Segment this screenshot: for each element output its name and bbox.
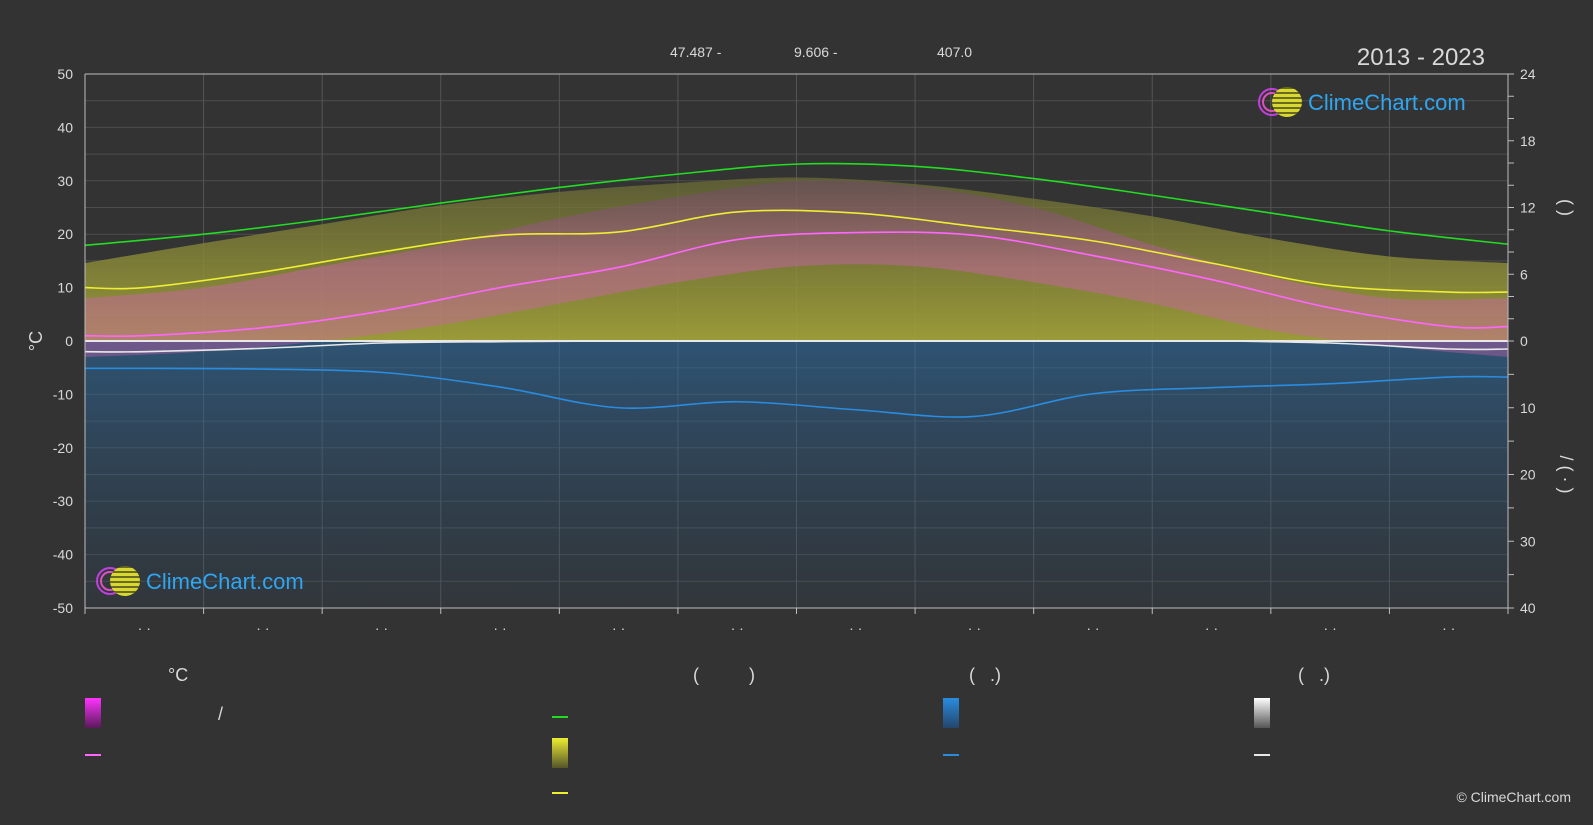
legend-swatch-avg-rain bbox=[943, 754, 959, 756]
left-tick-label: 30 bbox=[57, 173, 73, 189]
legend-swatch-sunshine-range bbox=[552, 738, 568, 768]
legend-swatch-sunshine bbox=[552, 792, 568, 794]
right-axis-label-hours: ( ) bbox=[1556, 199, 1576, 216]
latitude-label: 47.487 - bbox=[670, 44, 722, 60]
climechart-logo-bottom[interactable]: ClimeChart.com bbox=[96, 565, 304, 599]
avg-temperature-line bbox=[84, 231, 1509, 338]
x-tick-label: · · bbox=[731, 620, 744, 636]
elevation-label: 407.0 bbox=[937, 44, 973, 60]
x-tick-label: · · bbox=[493, 620, 506, 636]
legend-swatch-snow bbox=[1254, 698, 1270, 728]
x-tick-label: · · bbox=[1205, 620, 1218, 636]
right-tick-label-mm: 10 bbox=[1520, 400, 1536, 416]
legend-label-temp-range: / bbox=[218, 704, 224, 724]
climechart-logo-top[interactable]: ClimeChart.com bbox=[1258, 86, 1466, 120]
legend-heading-temperature: °C bbox=[168, 665, 189, 685]
logo-icon bbox=[1258, 86, 1302, 120]
period-label: 2013 - 2023 bbox=[1356, 44, 1485, 71]
longitude-label: 9.606 - bbox=[794, 44, 838, 60]
right-tick-label-hours: 12 bbox=[1520, 200, 1536, 216]
left-axis-label: °C bbox=[26, 331, 46, 351]
x-tick-label: · · bbox=[1442, 620, 1455, 636]
x-tick-label: · · bbox=[1086, 620, 1099, 636]
left-tick-label: 50 bbox=[57, 66, 73, 82]
x-tick-label: · · bbox=[968, 620, 981, 636]
left-tick-label: -50 bbox=[53, 600, 73, 616]
left-tick-label: 0 bbox=[65, 333, 73, 349]
logo-text: ClimeChart.com bbox=[1308, 90, 1466, 115]
copyright: © ClimeChart.com bbox=[1456, 789, 1571, 805]
left-tick-label: -40 bbox=[53, 547, 73, 563]
data-lines bbox=[84, 162, 1509, 418]
legend-swatch-avg-snow bbox=[1254, 754, 1270, 756]
temperature-range-band bbox=[85, 180, 1508, 358]
avg-rainfall-line bbox=[84, 367, 1509, 418]
x-tick-label: · · bbox=[375, 620, 388, 636]
legend-swatch-rain bbox=[943, 698, 959, 728]
right-tick-label-hours: 18 bbox=[1520, 133, 1536, 149]
left-tick-label: -30 bbox=[53, 493, 73, 509]
left-tick-label: -10 bbox=[53, 386, 73, 402]
axes: 50 40 30 20 10 0 -10 -20 -30 -40 -50 °C 24 18 12 6 0 10 20… bbox=[26, 66, 1576, 636]
legend-heading-rain: ( .) bbox=[969, 665, 1001, 685]
right-tick-label-hours: 6 bbox=[1520, 266, 1528, 282]
right-axis-label-precip: / ( · ) bbox=[1556, 456, 1576, 494]
left-tick-label: -20 bbox=[53, 440, 73, 456]
x-tick-label: · · bbox=[138, 620, 151, 636]
daylight-line bbox=[84, 162, 1509, 247]
x-tick-label: · · bbox=[256, 620, 269, 636]
right-tick-label-mm: 20 bbox=[1520, 467, 1536, 483]
legend-heading-snow: ( .) bbox=[1298, 665, 1330, 685]
legend-swatch-temp-range bbox=[85, 698, 101, 728]
logo-icon bbox=[96, 565, 140, 599]
right-tick-label-hours: 24 bbox=[1520, 66, 1536, 82]
left-tick-label: 40 bbox=[57, 119, 73, 135]
sunshine-line bbox=[84, 209, 1509, 294]
legend-heading-sun: ( ) bbox=[693, 665, 755, 685]
legend-swatch-daylight bbox=[552, 716, 568, 718]
x-tick-label: · · bbox=[849, 620, 862, 636]
legend-swatch-avg-temp bbox=[85, 754, 101, 756]
right-tick-label-mm: 40 bbox=[1520, 600, 1536, 616]
left-tick-label: 10 bbox=[57, 280, 73, 296]
left-tick-label: 20 bbox=[57, 226, 73, 242]
x-tick-label: · · bbox=[1324, 620, 1337, 636]
data-bands bbox=[85, 177, 1508, 608]
x-tick-label: · · bbox=[612, 620, 625, 636]
right-tick-label-mm: 30 bbox=[1520, 533, 1536, 549]
logo-text: ClimeChart.com bbox=[146, 569, 304, 594]
right-tick-label-hours: 0 bbox=[1520, 333, 1528, 349]
